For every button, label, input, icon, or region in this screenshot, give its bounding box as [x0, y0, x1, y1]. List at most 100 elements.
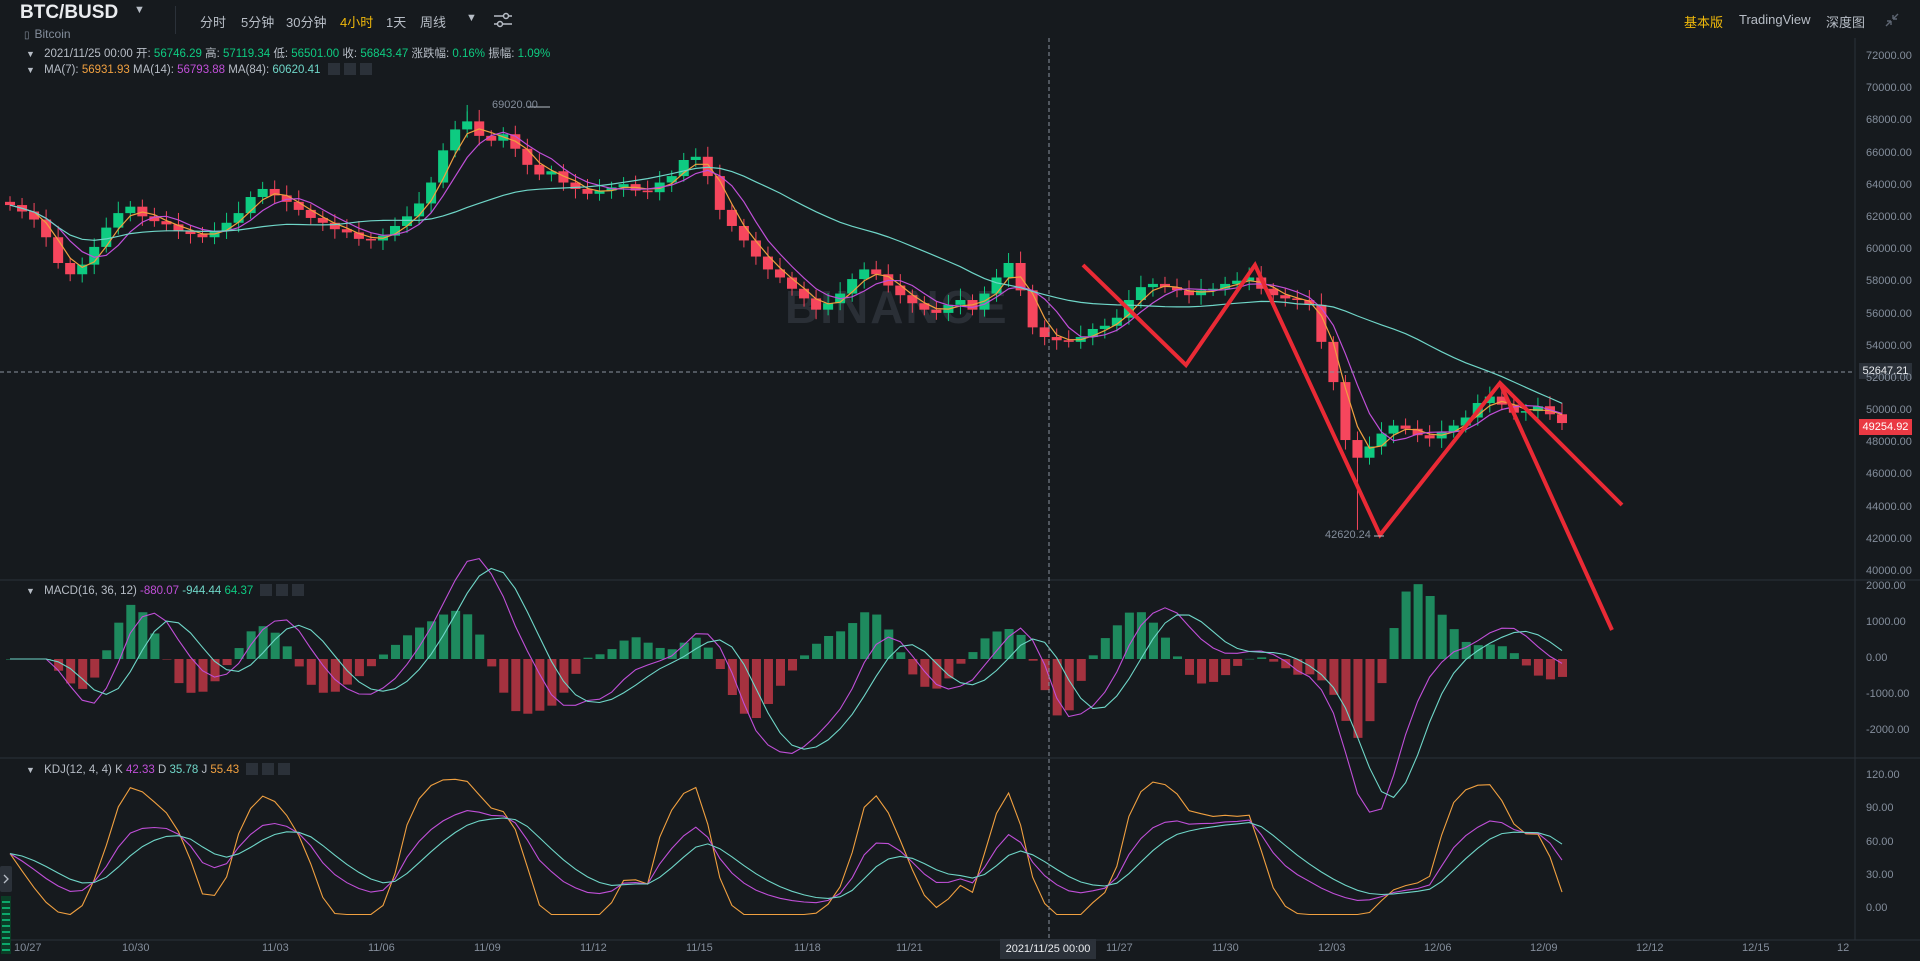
collapse-icon[interactable] [1883, 11, 1901, 29]
macd-axis-label: 1000.00 [1866, 616, 1906, 628]
macd-histogram-bar [1317, 659, 1327, 681]
macd-label: MACD(16, 36, 12) [44, 585, 137, 597]
symbol-selector[interactable]: BTC/BUSD [20, 2, 119, 23]
crosshair-time-tag: 2021/11/25 00:00 [1000, 939, 1096, 959]
macd-histogram-bar [775, 659, 785, 686]
macd-histogram-bar [138, 612, 148, 659]
close-icon[interactable] [292, 584, 305, 596]
macd-histogram-bar [836, 631, 846, 659]
macd-histogram-bar [1293, 659, 1303, 675]
collapse-caret-icon[interactable]: ▼ [26, 586, 35, 596]
timeframe-1d[interactable]: 1天 [386, 15, 407, 30]
settings-icon[interactable] [262, 763, 275, 775]
candle-body [1400, 425, 1411, 429]
candle-body [438, 150, 449, 183]
candle-body [365, 238, 376, 241]
collapse-caret-icon[interactable]: ▼ [26, 65, 35, 75]
candle-body [594, 190, 605, 194]
candle-body [618, 184, 629, 188]
macd-histogram-bar [1353, 659, 1363, 738]
time-axis-label: 12/03 [1318, 942, 1346, 954]
macd-histogram-bar [1112, 625, 1122, 659]
macd-histogram-bar [980, 638, 990, 659]
ma7-line [9, 128, 1563, 449]
timeframe-5m[interactable]: 5分钟 [241, 15, 275, 30]
macd-histogram-bar [872, 614, 882, 659]
macd-histogram-bar [848, 623, 858, 659]
macd-histogram-bar [968, 652, 978, 659]
macd-histogram-bar [451, 610, 461, 659]
candle-body [317, 217, 328, 223]
macd-histogram-bar [788, 659, 798, 671]
macd-histogram-bar [150, 633, 160, 659]
kdj-d-line [9, 817, 1563, 899]
time-axis-label: 11/21 [896, 942, 923, 954]
indicator-settings-icon[interactable] [492, 10, 514, 30]
time-axis-label: 10/27 [14, 942, 42, 954]
candle-body [823, 303, 834, 310]
view-depth[interactable]: 深度图 [1826, 15, 1866, 30]
price-axis-label: 46000.00 [1866, 468, 1912, 481]
time-axis-label: 11/15 [686, 942, 713, 954]
ma84-line [9, 166, 1563, 404]
drawing-toolbar-handle[interactable] [0, 866, 12, 956]
macd-histogram-bar [1473, 645, 1483, 659]
macd-histogram-bar [1461, 641, 1471, 659]
macd-histogram-bar [1100, 638, 1110, 659]
candle-body [1268, 288, 1279, 296]
toolbar-divider [175, 6, 176, 34]
macd-histogram-bar [463, 614, 473, 659]
close-icon[interactable] [359, 63, 372, 75]
macd-histogram-bar [390, 644, 401, 659]
candle-body [774, 269, 785, 278]
ma14-label: MA(14): [133, 64, 174, 76]
candle-body [787, 277, 798, 289]
timeframe-1w[interactable]: 周线 [420, 15, 447, 30]
macd-histogram-bar [860, 612, 870, 659]
settings-icon[interactable] [276, 584, 289, 596]
chevron-down-icon[interactable]: ▼ [134, 4, 145, 16]
legend-close-label: 收: [342, 48, 358, 60]
macd-histogram-bar [908, 659, 918, 675]
visibility-toggle-icon[interactable] [327, 63, 340, 75]
settings-icon[interactable] [343, 63, 356, 75]
collapse-caret-icon[interactable]: ▼ [26, 765, 35, 775]
timeframe-1m[interactable]: 分时 [200, 15, 227, 30]
macd-axis-label: 2000.00 [1866, 580, 1906, 592]
ma84-label: MA(84): [228, 64, 270, 76]
visibility-toggle-icon[interactable] [260, 584, 273, 596]
legend-low: 56501.00 [291, 48, 340, 60]
macd-histogram-bar [1425, 596, 1435, 659]
kdj-pane [9, 778, 1563, 916]
timeframe-30m[interactable]: 30分钟 [286, 15, 327, 30]
kdj-axis-label: 90.00 [1866, 802, 1894, 815]
view-basic[interactable]: 基本版 [1684, 15, 1724, 30]
macd-histogram-bar [186, 659, 196, 693]
collapse-caret-icon[interactable]: ▼ [26, 49, 35, 59]
macd-histogram-bar [66, 659, 76, 684]
macd-histogram-bar [1377, 659, 1387, 684]
candle-body [1039, 327, 1050, 338]
macd-histogram-bar [1365, 659, 1375, 722]
macd-histogram-bar [499, 659, 509, 693]
candle-body [919, 303, 930, 310]
close-icon[interactable] [278, 763, 291, 775]
candle-body [1099, 325, 1110, 329]
macd-histogram-bar [114, 622, 124, 659]
macd-histogram-bar [1076, 659, 1086, 681]
timeframe-more-chevron-icon[interactable]: ▼ [466, 12, 477, 24]
macd-histogram-bar [1341, 659, 1351, 721]
legend-change-label: 涨跌幅: [411, 48, 450, 60]
candle-body [41, 219, 52, 238]
macd-histogram-bar [1545, 659, 1555, 680]
timeframe-4h[interactable]: 4小时 [340, 15, 374, 30]
visibility-toggle-icon[interactable] [246, 763, 259, 775]
price-axis-label: 70000.00 [1866, 82, 1912, 95]
candle-body [1556, 414, 1567, 424]
view-tradingview[interactable]: TradingView [1739, 12, 1811, 27]
macd-histogram-bar [583, 657, 593, 659]
candle-body [329, 222, 340, 230]
price-axis-label: 64000.00 [1866, 178, 1912, 191]
candle-body [582, 188, 593, 194]
